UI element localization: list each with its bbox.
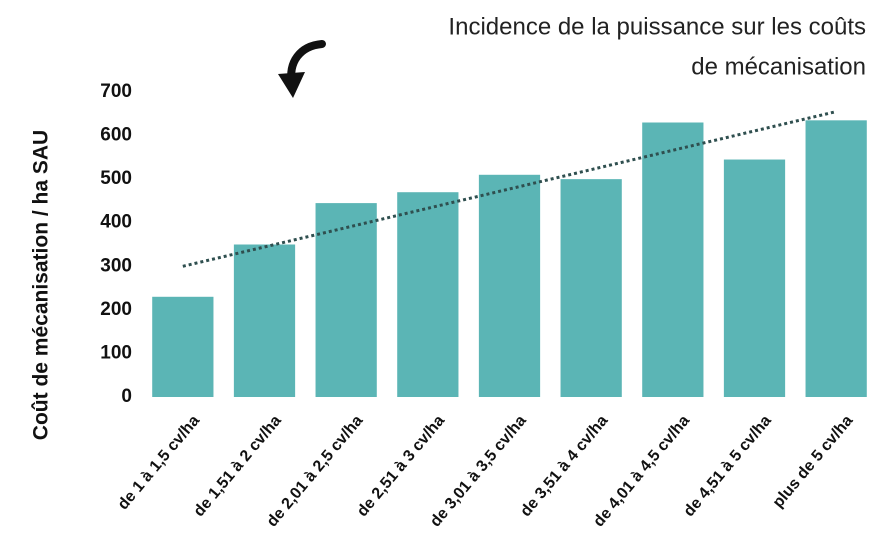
trendline bbox=[182, 110, 837, 268]
arrow-icon bbox=[278, 40, 326, 98]
x-tick-label: de 1 à 1,5 cv/ha bbox=[115, 412, 204, 513]
x-tick-label: de 1,51 à 2 cv/ha bbox=[191, 412, 285, 520]
bar bbox=[397, 192, 459, 397]
y-tick-label: 300 bbox=[100, 255, 132, 276]
x-tick-label: plus de 5 cv/ha bbox=[770, 412, 857, 511]
y-tick-label: 0 bbox=[121, 386, 132, 407]
bar bbox=[478, 174, 541, 397]
x-tick-label: de 3,51 à 4 cv/ha bbox=[517, 412, 611, 520]
bar bbox=[560, 179, 622, 397]
y-tick-label: 400 bbox=[100, 212, 132, 233]
x-tick-label: de 2,51 à 3 cv/ha bbox=[354, 412, 448, 520]
y-tick-label: 200 bbox=[100, 299, 132, 320]
y-tick-label: 700 bbox=[100, 81, 132, 102]
y-tick-label: 600 bbox=[100, 125, 132, 146]
bar bbox=[642, 122, 704, 397]
y-axis-label: Coût de mécanisation / ha SAU bbox=[30, 130, 53, 440]
x-tick-label: de 4,51 à 5 cv/ha bbox=[681, 412, 775, 520]
bar bbox=[315, 203, 377, 397]
y-tick-label: 500 bbox=[100, 168, 132, 189]
chart-title: Incidence de la puissance sur les coûts bbox=[448, 13, 866, 40]
bar bbox=[152, 296, 214, 397]
bar bbox=[805, 120, 867, 398]
bar bbox=[723, 159, 786, 397]
y-tick-label: 100 bbox=[100, 342, 132, 363]
bar bbox=[233, 244, 296, 397]
chart-title: de mécanisation bbox=[691, 53, 866, 80]
